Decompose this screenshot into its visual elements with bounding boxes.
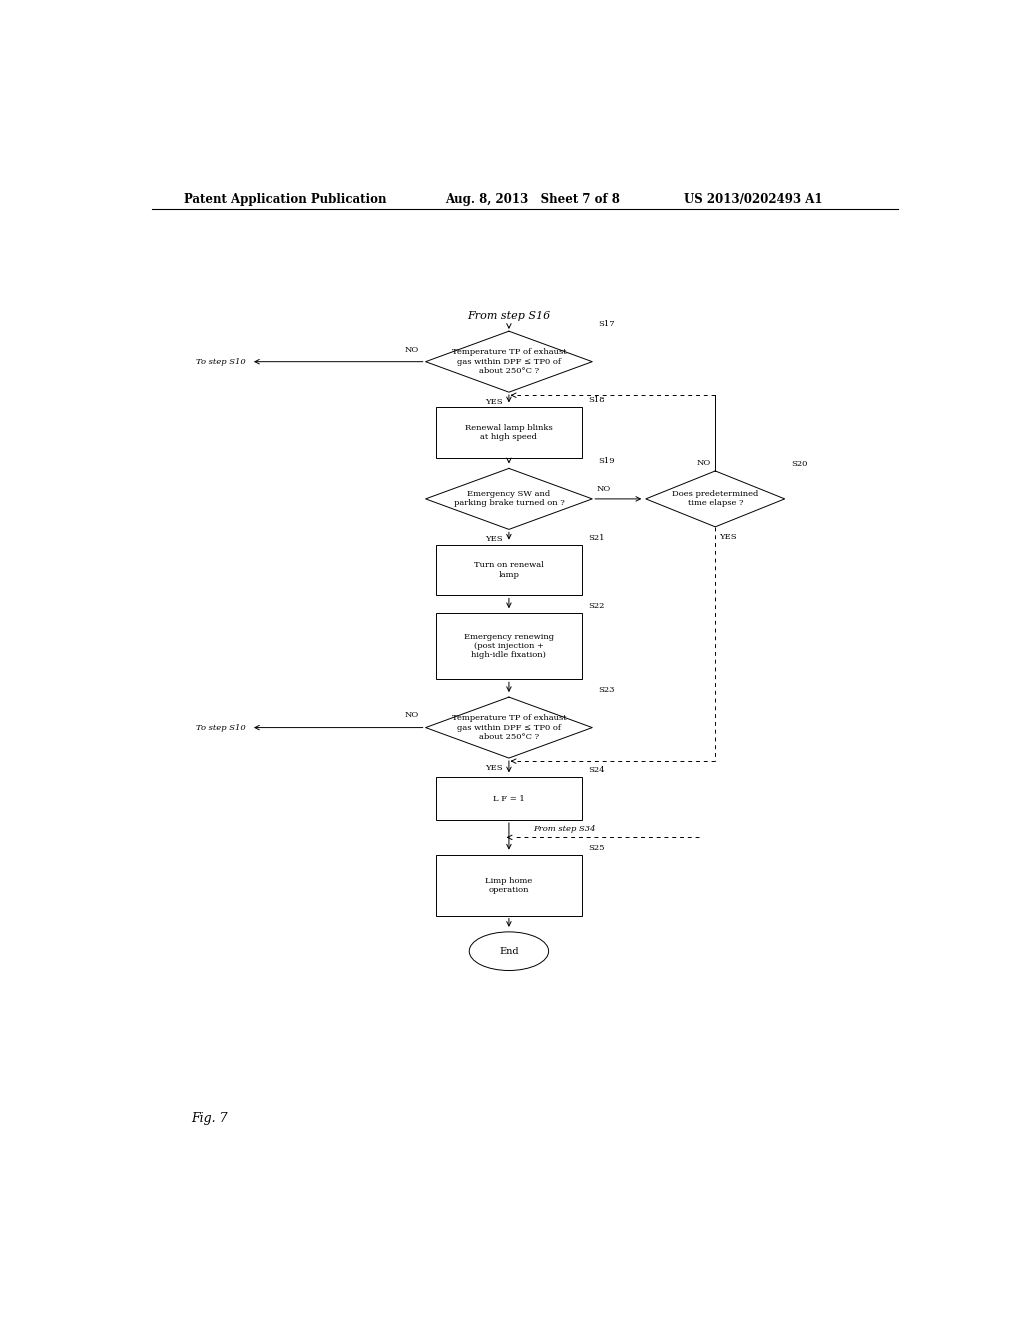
Text: From step S16: From step S16 xyxy=(467,312,551,321)
Bar xyxy=(435,777,583,820)
Text: Emergency renewing
(post injection +
high-idle fixation): Emergency renewing (post injection + hig… xyxy=(464,634,554,660)
Text: End: End xyxy=(499,946,519,956)
Text: NO: NO xyxy=(406,346,419,354)
Text: S24: S24 xyxy=(589,767,605,775)
Text: Aug. 8, 2013   Sheet 7 of 8: Aug. 8, 2013 Sheet 7 of 8 xyxy=(445,193,621,206)
Bar xyxy=(435,854,583,916)
Text: Does predetermined
time elapse ?: Does predetermined time elapse ? xyxy=(672,490,759,507)
Bar xyxy=(435,408,583,458)
Text: S18: S18 xyxy=(589,396,605,404)
Text: Temperature TP of exhaust
gas within DPF ≤ TP0 of
about 250°C ?: Temperature TP of exhaust gas within DPF… xyxy=(452,348,566,375)
Text: S20: S20 xyxy=(792,459,808,467)
Text: Limp home
operation: Limp home operation xyxy=(485,876,532,894)
Text: S23: S23 xyxy=(599,686,615,694)
Bar xyxy=(435,545,583,595)
Text: To step S10: To step S10 xyxy=(196,358,246,366)
Text: Renewal lamp blinks
at high speed: Renewal lamp blinks at high speed xyxy=(465,424,553,441)
Text: Temperature TP of exhaust
gas within DPF ≤ TP0 of
about 250°C ?: Temperature TP of exhaust gas within DPF… xyxy=(452,714,566,741)
Text: L F = 1: L F = 1 xyxy=(493,795,525,803)
Text: Turn on renewal
lamp: Turn on renewal lamp xyxy=(474,561,544,578)
Text: To step S10: To step S10 xyxy=(196,723,246,731)
Text: NO: NO xyxy=(406,711,419,719)
Text: S21: S21 xyxy=(589,533,605,541)
Text: Patent Application Publication: Patent Application Publication xyxy=(183,193,386,206)
Text: From step S34: From step S34 xyxy=(532,825,595,833)
Text: NO: NO xyxy=(697,459,712,467)
Text: YES: YES xyxy=(485,764,503,772)
Text: NO: NO xyxy=(597,484,611,492)
Text: Fig. 7: Fig. 7 xyxy=(191,1113,228,1126)
Text: YES: YES xyxy=(485,536,503,544)
Text: Emergency SW and
parking brake turned on ?: Emergency SW and parking brake turned on… xyxy=(454,490,564,507)
Text: S22: S22 xyxy=(589,602,605,610)
Bar xyxy=(435,614,583,680)
Text: S17: S17 xyxy=(599,321,615,329)
Text: YES: YES xyxy=(719,533,737,541)
Text: US 2013/0202493 A1: US 2013/0202493 A1 xyxy=(684,193,822,206)
Text: S19: S19 xyxy=(599,457,615,466)
Text: YES: YES xyxy=(485,399,503,407)
Text: S25: S25 xyxy=(589,843,605,851)
